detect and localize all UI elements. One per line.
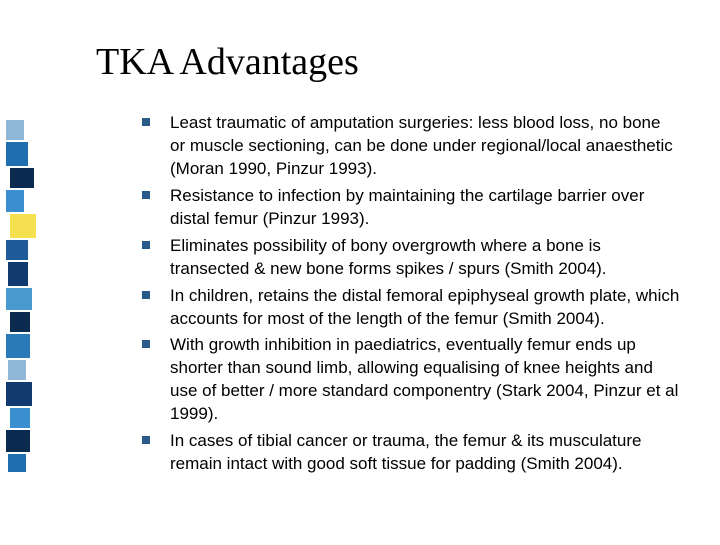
bullet-item: Eliminates possibility of bony overgrowt… [142, 235, 680, 281]
bullet-text: Least traumatic of amputation surgeries:… [170, 113, 673, 178]
decoration-rect [8, 262, 28, 286]
bullet-text: Eliminates possibility of bony overgrowt… [170, 236, 607, 278]
square-bullet-icon [142, 118, 150, 126]
bullet-item: In cases of tibial cancer or trauma, the… [142, 430, 680, 476]
square-bullet-icon [142, 340, 150, 348]
square-bullet-icon [142, 436, 150, 444]
decoration-rect [8, 454, 26, 472]
bullet-text: In children, retains the distal femoral … [170, 286, 679, 328]
decoration-rect [10, 312, 30, 332]
decoration-rect [6, 334, 30, 358]
decoration-svg [0, 0, 50, 540]
bullet-list: Least traumatic of amputation surgeries:… [96, 112, 680, 476]
bullet-item: With growth inhibition in paediatrics, e… [142, 334, 680, 426]
bullet-item: Resistance to infection by maintaining t… [142, 185, 680, 231]
bullet-item: Least traumatic of amputation surgeries:… [142, 112, 680, 181]
slide-content: TKA Advantages Least traumatic of amputa… [96, 40, 680, 480]
bullet-text: Resistance to infection by maintaining t… [170, 186, 644, 228]
decoration-rect [6, 240, 28, 260]
decoration-rect [6, 120, 24, 140]
square-bullet-icon [142, 241, 150, 249]
decoration-rect [6, 142, 28, 166]
slide-title: TKA Advantages [96, 40, 680, 84]
bullet-text: In cases of tibial cancer or trauma, the… [170, 431, 641, 473]
bullet-item: In children, retains the distal femoral … [142, 285, 680, 331]
square-bullet-icon [142, 291, 150, 299]
decoration-rect [8, 360, 26, 380]
side-decoration [0, 0, 50, 540]
bullet-text: With growth inhibition in paediatrics, e… [170, 335, 678, 423]
decoration-rect [6, 382, 32, 406]
decoration-rect [10, 168, 34, 188]
decoration-rect [6, 288, 32, 310]
decoration-rect [10, 408, 30, 428]
decoration-rect [10, 214, 36, 238]
square-bullet-icon [142, 191, 150, 199]
decoration-rect [6, 190, 24, 212]
decoration-rect [6, 430, 30, 452]
